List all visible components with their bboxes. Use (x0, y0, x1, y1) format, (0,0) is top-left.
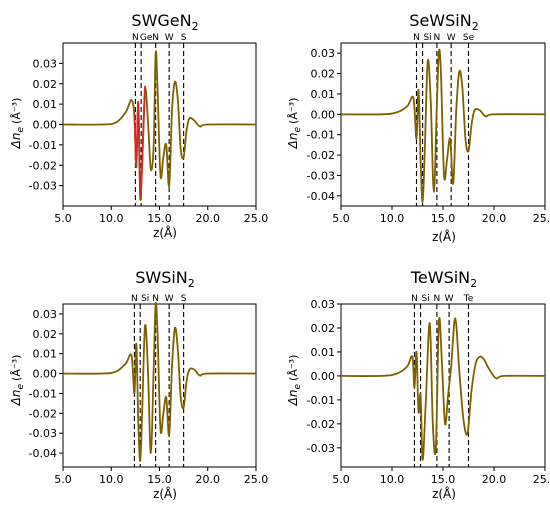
atom-label: W (165, 294, 174, 304)
x-axis-label: z(Å) (432, 229, 456, 244)
y-tick-label: 0.03 (33, 57, 58, 70)
svg-text:Δne(Å⁻³): Δne(Å⁻³) (286, 98, 303, 150)
panel-swgen2: SWGeN2 Δne(Å⁻³) z(Å) 5.0 10.0 15.0 20.0 25.0… (9, 11, 268, 240)
y-axis-label: Δne(Å⁻³) (286, 98, 303, 150)
atom-label: N (152, 294, 159, 304)
y-tick-label: 0.01 (311, 88, 336, 101)
y-tick-label: -0.03 (29, 427, 57, 440)
y-tick-label: -0.02 (307, 418, 335, 431)
x-tick-label: 5.0 (332, 473, 350, 486)
y-tick-label: 0.02 (311, 68, 336, 81)
x-tick-label: 20.0 (482, 212, 507, 225)
series-line-0 (62, 50, 257, 201)
atom-label: N (434, 33, 441, 43)
x-tick-label: 10.0 (99, 212, 124, 225)
y-tick-label: 0.03 (311, 47, 336, 60)
y-tick-label: 0.02 (33, 78, 58, 91)
atom-label: Si (421, 294, 429, 304)
y-tick-label: -0.01 (307, 129, 335, 142)
y-tick-label: -0.01 (307, 394, 335, 407)
x-tick-label: 25.0 (533, 212, 550, 225)
y-tick-label: 0.03 (33, 308, 58, 321)
y-tick-label: 0.02 (33, 328, 58, 341)
panel-sewsin2: SeWSiN2 Δne(Å⁻³) z(Å) 5.0 10.0 15.0 20.0 25.… (286, 11, 550, 244)
y-axis-label: Δne(Å⁻³) (286, 355, 303, 407)
atom-label: S (181, 294, 187, 304)
y-tick-label: 0.01 (33, 348, 58, 361)
y-tick-label: -0.02 (29, 159, 57, 172)
svg-text:Δne(Å⁻³): Δne(Å⁻³) (9, 355, 26, 407)
panel-title: SWSiN2 (135, 268, 195, 290)
y-tick-label: 0.00 (311, 108, 336, 121)
atom-label: N (411, 294, 418, 304)
x-tick-label: 15.0 (147, 212, 172, 225)
y-tick-label: -0.04 (307, 190, 335, 203)
svg-text:Δne(Å⁻³): Δne(Å⁻³) (286, 355, 303, 407)
series-line-0 (62, 301, 257, 462)
atom-label: N (434, 294, 441, 304)
y-tick-label: 0.00 (33, 368, 58, 381)
x-tick-label: 10.0 (380, 212, 405, 225)
atom-label: Se (463, 33, 475, 43)
atom-label: Te (463, 294, 474, 304)
atom-label: W (165, 33, 174, 43)
atom-label: N (413, 33, 420, 43)
y-tick-label: -0.01 (29, 387, 57, 400)
y-tick-label: -0.04 (29, 447, 57, 460)
x-tick-label: 20.0 (196, 473, 221, 486)
x-tick-label: 5.0 (332, 212, 350, 225)
x-tick-label: 15.0 (431, 473, 456, 486)
x-tick-label: 10.0 (99, 473, 124, 486)
y-tick-label: 0.01 (33, 98, 58, 111)
y-tick-label: 0.02 (311, 322, 336, 335)
x-tick-label: 20.0 (482, 473, 507, 486)
x-tick-label: 15.0 (431, 212, 456, 225)
x-tick-label: 10.0 (380, 473, 405, 486)
panel-title: SeWSiN2 (409, 11, 478, 33)
x-tick-label: 5.0 (54, 473, 72, 486)
series-line-1 (133, 85, 146, 195)
y-tick-label: 0.03 (311, 298, 336, 311)
panel-title: SWGeN2 (131, 11, 198, 33)
atom-label: N (152, 33, 159, 43)
y-tick-label: 0.00 (33, 119, 58, 132)
atom-label: Si (141, 294, 149, 304)
y-axis-label: Δne(Å⁻³) (9, 98, 26, 150)
y-tick-label: 0.01 (311, 346, 336, 359)
series-line-0 (340, 317, 546, 461)
y-tick-label: -0.01 (29, 139, 57, 152)
atom-label: Ge (140, 33, 153, 43)
atom-label: N (132, 33, 139, 43)
svg-text:Δne(Å⁻³): Δne(Å⁻³) (9, 98, 26, 150)
panel-tewsin2: TeWSiN2 Δne(Å⁻³) z(Å) 5.0 10.0 15.0 20.0 25.… (286, 268, 550, 501)
x-axis-label: z(Å) (432, 486, 456, 501)
y-tick-label: -0.03 (307, 442, 335, 455)
panel-title: TeWSiN2 (410, 268, 477, 290)
atom-label: W (447, 33, 456, 43)
atom-label: S (181, 33, 187, 43)
x-tick-label: 25.0 (244, 212, 269, 225)
series-line-0 (340, 48, 546, 203)
y-tick-label: -0.03 (307, 169, 335, 182)
y-tick-label: -0.02 (29, 407, 57, 420)
y-tick-label: 0.00 (311, 370, 336, 383)
y-tick-label: -0.02 (307, 149, 335, 162)
x-axis-label: z(Å) (153, 486, 177, 501)
y-tick-label: -0.03 (29, 180, 57, 193)
x-tick-label: 15.0 (147, 473, 172, 486)
x-axis-label: z(Å) (153, 225, 177, 240)
x-tick-label: 20.0 (196, 212, 221, 225)
x-tick-label: 5.0 (54, 212, 72, 225)
panel-swsin2: SWSiN2 Δne(Å⁻³) z(Å) 5.0 10.0 15.0 20.0 25.0… (9, 268, 268, 501)
atom-label: N (131, 294, 138, 304)
atom-label: Si (423, 33, 431, 43)
x-tick-label: 25.0 (533, 473, 550, 486)
x-tick-label: 25.0 (244, 473, 269, 486)
atom-label: W (445, 294, 454, 304)
y-axis-label: Δne(Å⁻³) (9, 355, 26, 407)
